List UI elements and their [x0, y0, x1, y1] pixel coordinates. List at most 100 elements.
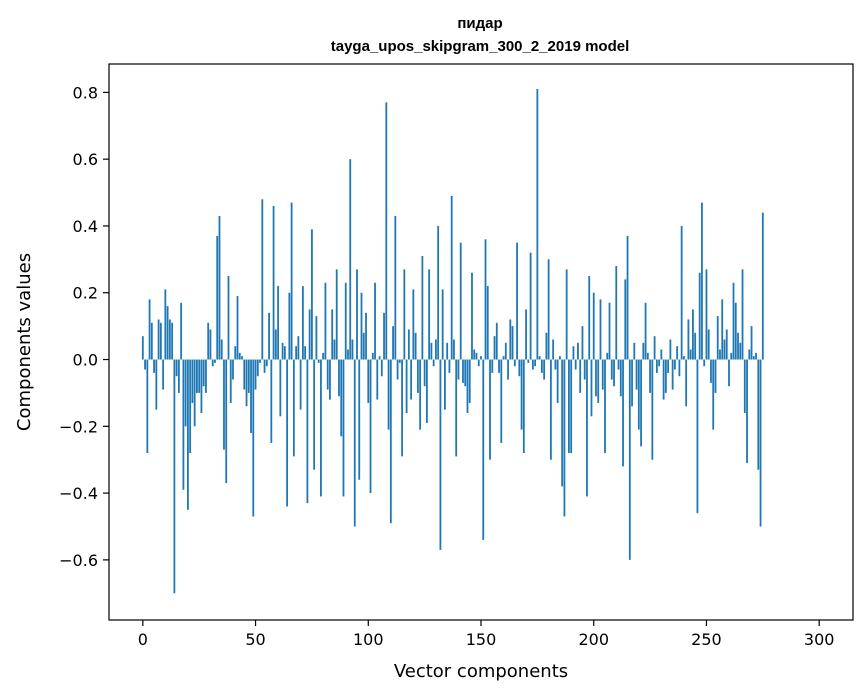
- bar: [236, 296, 239, 360]
- bar: [574, 359, 577, 370]
- chart-title: пидар: [457, 15, 502, 32]
- bar: [694, 332, 697, 360]
- bar: [468, 359, 471, 403]
- bar-series: [141, 89, 764, 594]
- bar: [241, 356, 243, 360]
- bar: [315, 316, 318, 360]
- bar: [595, 359, 597, 397]
- bar: [531, 359, 534, 370]
- bar: [369, 359, 372, 494]
- bar: [464, 359, 467, 387]
- bar: [344, 282, 347, 360]
- bar: [162, 359, 165, 390]
- bar: [721, 299, 724, 360]
- bar: [416, 359, 419, 393]
- bar: [265, 359, 268, 367]
- bar: [290, 202, 293, 360]
- bar: [737, 332, 739, 360]
- bar: [581, 326, 584, 360]
- bar: [320, 359, 322, 497]
- bar: [486, 286, 489, 360]
- y-axis-label: Components values: [14, 253, 35, 431]
- bar: [649, 359, 651, 393]
- bar: [360, 292, 363, 360]
- bar: [448, 359, 451, 373]
- bar: [739, 342, 742, 360]
- bar: [552, 339, 555, 360]
- bar: [610, 359, 613, 380]
- bar: [148, 299, 151, 360]
- bar: [335, 269, 338, 360]
- bar: [604, 359, 606, 454]
- bar: [407, 329, 410, 360]
- bar: [687, 319, 690, 360]
- bar: [175, 359, 178, 377]
- bar: [714, 359, 717, 393]
- bar: [495, 322, 498, 360]
- bar: [685, 359, 688, 407]
- bar: [579, 359, 582, 393]
- bar: [150, 322, 153, 360]
- bar: [502, 356, 505, 360]
- bar: [563, 359, 566, 517]
- bar: [425, 359, 428, 423]
- bar: [637, 359, 640, 430]
- bar: [180, 302, 183, 360]
- x-tick-label: 200: [578, 630, 609, 649]
- bar: [153, 359, 155, 373]
- bar: [606, 352, 609, 360]
- bar: [680, 225, 683, 360]
- bar: [349, 159, 352, 360]
- x-tick-label: 300: [804, 630, 835, 649]
- y-tick-label: 0.2: [73, 284, 98, 303]
- bar: [437, 225, 440, 360]
- bar: [394, 215, 397, 360]
- bar: [626, 235, 629, 360]
- bar: [211, 359, 214, 367]
- bar: [144, 359, 146, 370]
- bar: [362, 332, 365, 360]
- bar: [631, 359, 633, 407]
- bar: [432, 359, 435, 367]
- bar: [597, 359, 600, 403]
- bar: [254, 359, 257, 390]
- bar: [340, 359, 343, 437]
- bar: [457, 359, 460, 380]
- bar: [642, 342, 645, 360]
- bar: [583, 359, 586, 380]
- bar: [455, 359, 458, 457]
- bar: [646, 352, 649, 360]
- bar: [462, 359, 464, 383]
- bar: [619, 359, 622, 397]
- bar: [757, 359, 760, 470]
- bar: [207, 322, 210, 360]
- bar: [200, 359, 203, 413]
- bar: [376, 359, 379, 400]
- bar: [279, 359, 282, 417]
- bar: [317, 359, 320, 363]
- bar: [383, 312, 385, 360]
- bar: [347, 349, 349, 360]
- bar: [549, 359, 552, 460]
- bar: [268, 312, 270, 360]
- bar: [220, 339, 223, 360]
- y-tick-label: −0.2: [59, 417, 98, 436]
- bar: [669, 339, 672, 360]
- bar: [534, 359, 537, 367]
- bar: [734, 302, 737, 360]
- bar: [333, 339, 336, 360]
- bar: [676, 346, 679, 360]
- bar: [556, 359, 559, 403]
- bar: [644, 302, 647, 360]
- bar: [286, 359, 289, 507]
- bar: [466, 359, 469, 413]
- bar: [710, 359, 712, 383]
- bar: [168, 319, 171, 360]
- bar: [187, 359, 189, 510]
- bar: [491, 359, 494, 373]
- bar: [234, 346, 237, 360]
- bar: [444, 359, 446, 410]
- bar: [459, 242, 462, 360]
- bar: [414, 332, 417, 360]
- bar: [712, 359, 715, 430]
